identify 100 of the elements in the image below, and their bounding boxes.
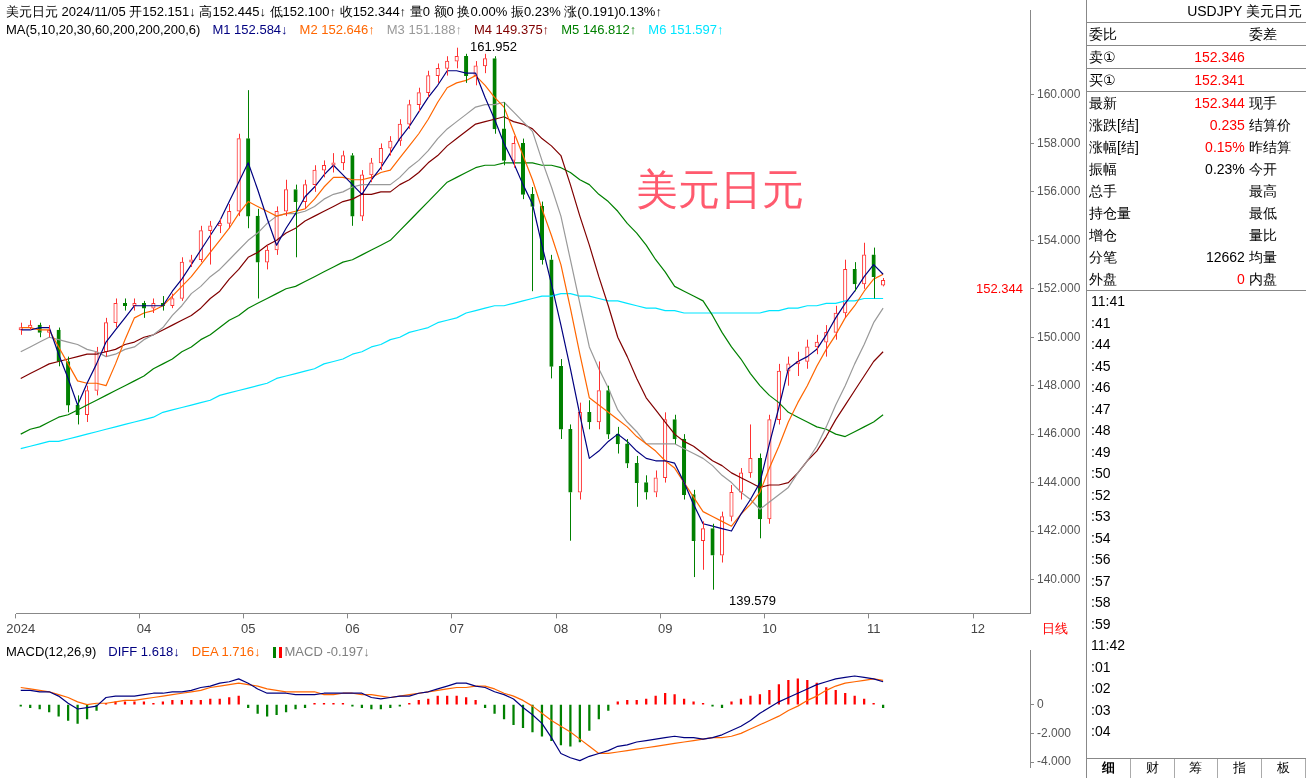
text: 均量 <box>1248 249 1277 265</box>
candlestick <box>729 484 734 522</box>
text: 最低 <box>1248 205 1277 221</box>
bar <box>228 697 231 705</box>
bar <box>142 701 146 705</box>
bar <box>465 697 468 705</box>
text: :02 <box>1090 679 1112 698</box>
text: M4 149.375↑ <box>473 21 550 39</box>
chart-title: 美元日元 2024/11/05 开152.151↓ 高152.445↓ 低152.100↑ 收152.344↑ 量0 额0 换0.00% 振0.23% 涨(0.191)0.13%↑ <box>6 3 663 21</box>
y-tick-label: 140.000 <box>1037 571 1081 586</box>
category-label: 细 <box>1087 759 1131 778</box>
bar <box>76 704 79 724</box>
candlestick <box>568 423 573 542</box>
bar <box>654 695 657 705</box>
text: :46 <box>1090 378 1112 397</box>
text: 持仓量 <box>1089 205 1131 221</box>
text: 0 <box>1237 271 1245 287</box>
y-tick-label: 148.000 <box>1037 378 1081 392</box>
x-tick-label: 09 <box>657 620 673 636</box>
y-tick-label: 150.000 <box>1037 329 1081 344</box>
text: 今开 <box>1248 161 1277 177</box>
candlestick <box>388 135 393 157</box>
x-tick-label: 07 <box>449 620 464 636</box>
annotation: 美元日元 <box>636 165 804 215</box>
text: :44 <box>1090 335 1112 354</box>
bar <box>664 692 667 705</box>
candlestick <box>710 523 715 591</box>
candlestick <box>132 297 137 312</box>
bar <box>180 700 183 705</box>
candlestick <box>445 55 450 77</box>
bar <box>209 698 212 705</box>
text: MA(5,10,20,30,60,200,200,200,6) <box>6 21 201 39</box>
text: DEA 1.716↓ <box>191 643 261 661</box>
bar <box>199 700 202 705</box>
candlestick <box>530 186 535 292</box>
text: 内盘 <box>1248 271 1277 287</box>
text: 152.346 <box>1194 49 1245 65</box>
category-label: 指 <box>1218 759 1263 778</box>
text: M6 151.597↑ <box>648 21 724 39</box>
candlestick <box>236 133 241 217</box>
category-label: 板 <box>1262 759 1306 778</box>
candlestick <box>625 438 630 469</box>
chart-title: MACD(12,26,9) <box>6 643 97 661</box>
candlestick <box>284 179 289 217</box>
candlestick <box>312 164 317 193</box>
x-tick-label: 11 <box>866 620 881 636</box>
text: 卖① <box>1089 49 1116 65</box>
text: 152.344 <box>1194 95 1245 111</box>
bar <box>616 701 619 705</box>
candlestick <box>378 142 383 171</box>
legend-label: MACD -0.197↓ <box>284 643 370 661</box>
annotation: 161.952 <box>470 39 517 54</box>
text: 最高 <box>1248 183 1277 199</box>
bar <box>370 704 373 710</box>
x-tick-label: 08 <box>553 620 569 636</box>
text: 委差 <box>1248 26 1277 42</box>
candlestick <box>511 135 516 169</box>
bar <box>730 701 733 705</box>
x-tick-label: 2024 <box>6 620 36 636</box>
text: DIFF 1.618↓ <box>108 643 180 661</box>
text: 买① <box>1089 72 1116 88</box>
candlestick <box>416 87 421 113</box>
text: :03 <box>1090 700 1112 720</box>
text: 量比 <box>1248 227 1277 243</box>
bar <box>673 694 676 705</box>
text: :01 <box>1090 657 1112 677</box>
bar <box>645 698 648 705</box>
candlestick <box>483 53 488 74</box>
candlestick <box>558 358 563 440</box>
candlestick <box>340 150 346 171</box>
y-tick-label: 152.000 <box>1037 281 1081 296</box>
text: 0.235 <box>1209 117 1245 133</box>
text: 外盘 <box>1089 271 1117 287</box>
bar <box>133 701 136 705</box>
candlestick <box>113 297 118 329</box>
bar <box>512 704 515 726</box>
text: 0.23% <box>1205 161 1245 177</box>
bar <box>161 701 165 705</box>
bar <box>190 700 193 705</box>
bar <box>455 695 458 705</box>
text: :57 <box>1090 571 1112 591</box>
bar <box>768 690 771 705</box>
x-tick-label: 04 <box>136 620 152 636</box>
bar <box>682 698 686 705</box>
bar <box>474 700 477 705</box>
candlestick <box>227 203 232 229</box>
bar <box>834 690 837 705</box>
text: 最新 <box>1089 95 1117 111</box>
text: :59 <box>1090 614 1112 634</box>
y-tick-label: 146.000 <box>1037 426 1081 441</box>
category-label: 筹 <box>1174 759 1219 778</box>
candlestick <box>852 261 857 292</box>
y-tick-label: -4.000 <box>1037 754 1072 769</box>
candlestick <box>435 63 440 84</box>
bar <box>863 698 866 705</box>
bar <box>57 704 60 717</box>
text: 11:42 <box>1090 636 1126 655</box>
y-tick-label: 160.000 <box>1037 87 1081 102</box>
bar <box>417 700 420 705</box>
bar <box>256 704 259 714</box>
